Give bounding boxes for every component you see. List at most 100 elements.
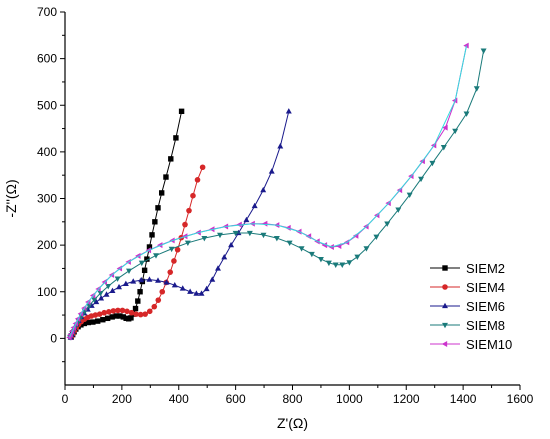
data-point — [235, 229, 242, 236]
data-point — [122, 280, 129, 286]
data-point — [286, 240, 293, 247]
axes: 0 200 400 600 800 1000 1200 1400 1600 0 100 200 300 4… — [37, 5, 534, 406]
data-point — [163, 279, 170, 285]
data-point — [217, 232, 223, 239]
data-point — [187, 288, 194, 294]
legend-item: SIEM8 — [430, 318, 505, 333]
data-point — [168, 156, 174, 162]
legend-label: SIEM2 — [466, 261, 505, 276]
y-tick-label: 100 — [37, 285, 57, 299]
data-point — [480, 48, 487, 54]
data-point — [158, 190, 165, 196]
data-point — [182, 221, 188, 228]
legend-marker — [441, 341, 448, 347]
data-point — [268, 168, 275, 174]
x-tick-label: 1000 — [336, 392, 363, 406]
data-point — [95, 318, 101, 324]
data-point — [155, 297, 162, 303]
data-point — [116, 265, 123, 272]
series-line — [69, 45, 467, 338]
data-point — [109, 287, 116, 293]
legend-label: SIEM6 — [466, 299, 505, 314]
data-point — [251, 202, 258, 209]
data-point — [325, 260, 332, 267]
data-point — [308, 251, 315, 258]
data-point — [442, 124, 448, 131]
data-point — [116, 283, 123, 290]
data-point — [406, 192, 413, 199]
data-point — [137, 289, 143, 295]
x-tick-label: 800 — [282, 392, 302, 406]
data-point — [149, 232, 155, 238]
data-point — [463, 111, 470, 117]
data-point — [119, 307, 126, 314]
data-point — [184, 240, 191, 247]
x-tick-label: 400 — [169, 392, 189, 406]
series-siem10 — [66, 42, 469, 341]
data-point — [124, 308, 130, 315]
data-point — [92, 312, 99, 318]
data-point — [418, 176, 425, 183]
x-tick-label: 1600 — [507, 392, 534, 406]
data-point — [91, 297, 98, 303]
legend-marker — [442, 284, 448, 290]
series-siem8 — [67, 48, 487, 341]
legend-label: SIEM10 — [466, 337, 512, 352]
legend-marker — [442, 322, 448, 329]
x-tick-label: 1400 — [450, 392, 477, 406]
data-point — [135, 298, 141, 304]
data-point — [141, 267, 148, 274]
data-point — [178, 108, 185, 115]
series-siem4 — [68, 164, 206, 340]
legend: SIEM2 SIEM4 SIEM6 SIEM8 SIEM10 — [430, 261, 512, 352]
legend-item: SIEM4 — [430, 280, 505, 295]
data-point — [273, 235, 280, 242]
data-point — [373, 234, 380, 240]
legend-label: SIEM8 — [466, 318, 505, 333]
data-point — [103, 291, 110, 297]
data-point — [93, 298, 100, 305]
data-point — [128, 309, 135, 316]
data-point — [190, 192, 196, 199]
data-point — [171, 258, 177, 264]
data-point — [97, 290, 104, 297]
data-point — [138, 276, 145, 283]
y-axis-label: -Z''(Ω) — [3, 179, 19, 217]
x-axis-label: Z'(Ω) — [277, 415, 308, 431]
data-point — [354, 254, 361, 261]
series-siem10-line — [69, 45, 467, 338]
legend-label: SIEM4 — [466, 280, 505, 295]
data-point — [228, 241, 235, 248]
x-tick-label: 600 — [226, 392, 246, 406]
data-point — [298, 246, 305, 252]
y-tick-label: 300 — [37, 192, 57, 206]
data-point — [105, 308, 112, 315]
data-point — [173, 135, 179, 141]
data-point — [163, 174, 169, 180]
data-point — [155, 205, 161, 211]
data-point — [135, 252, 141, 259]
y-tick-label: 400 — [37, 145, 57, 159]
data-point — [114, 276, 121, 282]
data-point — [168, 246, 175, 253]
data-point — [98, 295, 105, 301]
data-point — [452, 128, 459, 135]
data-point — [429, 160, 436, 167]
data-point — [221, 254, 228, 260]
data-point — [363, 246, 370, 252]
data-point — [243, 216, 250, 223]
data-point — [215, 265, 221, 271]
legend-item: SIEM6 — [430, 299, 505, 314]
data-point — [236, 221, 242, 228]
data-point — [138, 260, 145, 267]
data-point — [199, 164, 206, 171]
data-point — [246, 230, 253, 237]
y-tick-label: 600 — [37, 52, 57, 66]
y-tick-label: 500 — [37, 98, 57, 112]
data-point — [261, 220, 268, 227]
y-tick-label: 0 — [50, 331, 57, 345]
data-point — [232, 230, 239, 237]
data-point — [159, 288, 166, 295]
data-point — [142, 311, 148, 317]
